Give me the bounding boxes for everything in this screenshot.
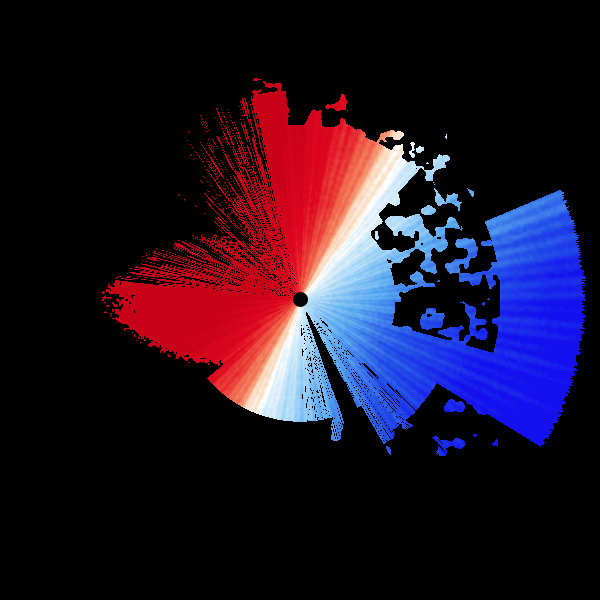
radial-velocity-canvas <box>0 0 600 600</box>
radar-velocity-display <box>0 0 600 600</box>
